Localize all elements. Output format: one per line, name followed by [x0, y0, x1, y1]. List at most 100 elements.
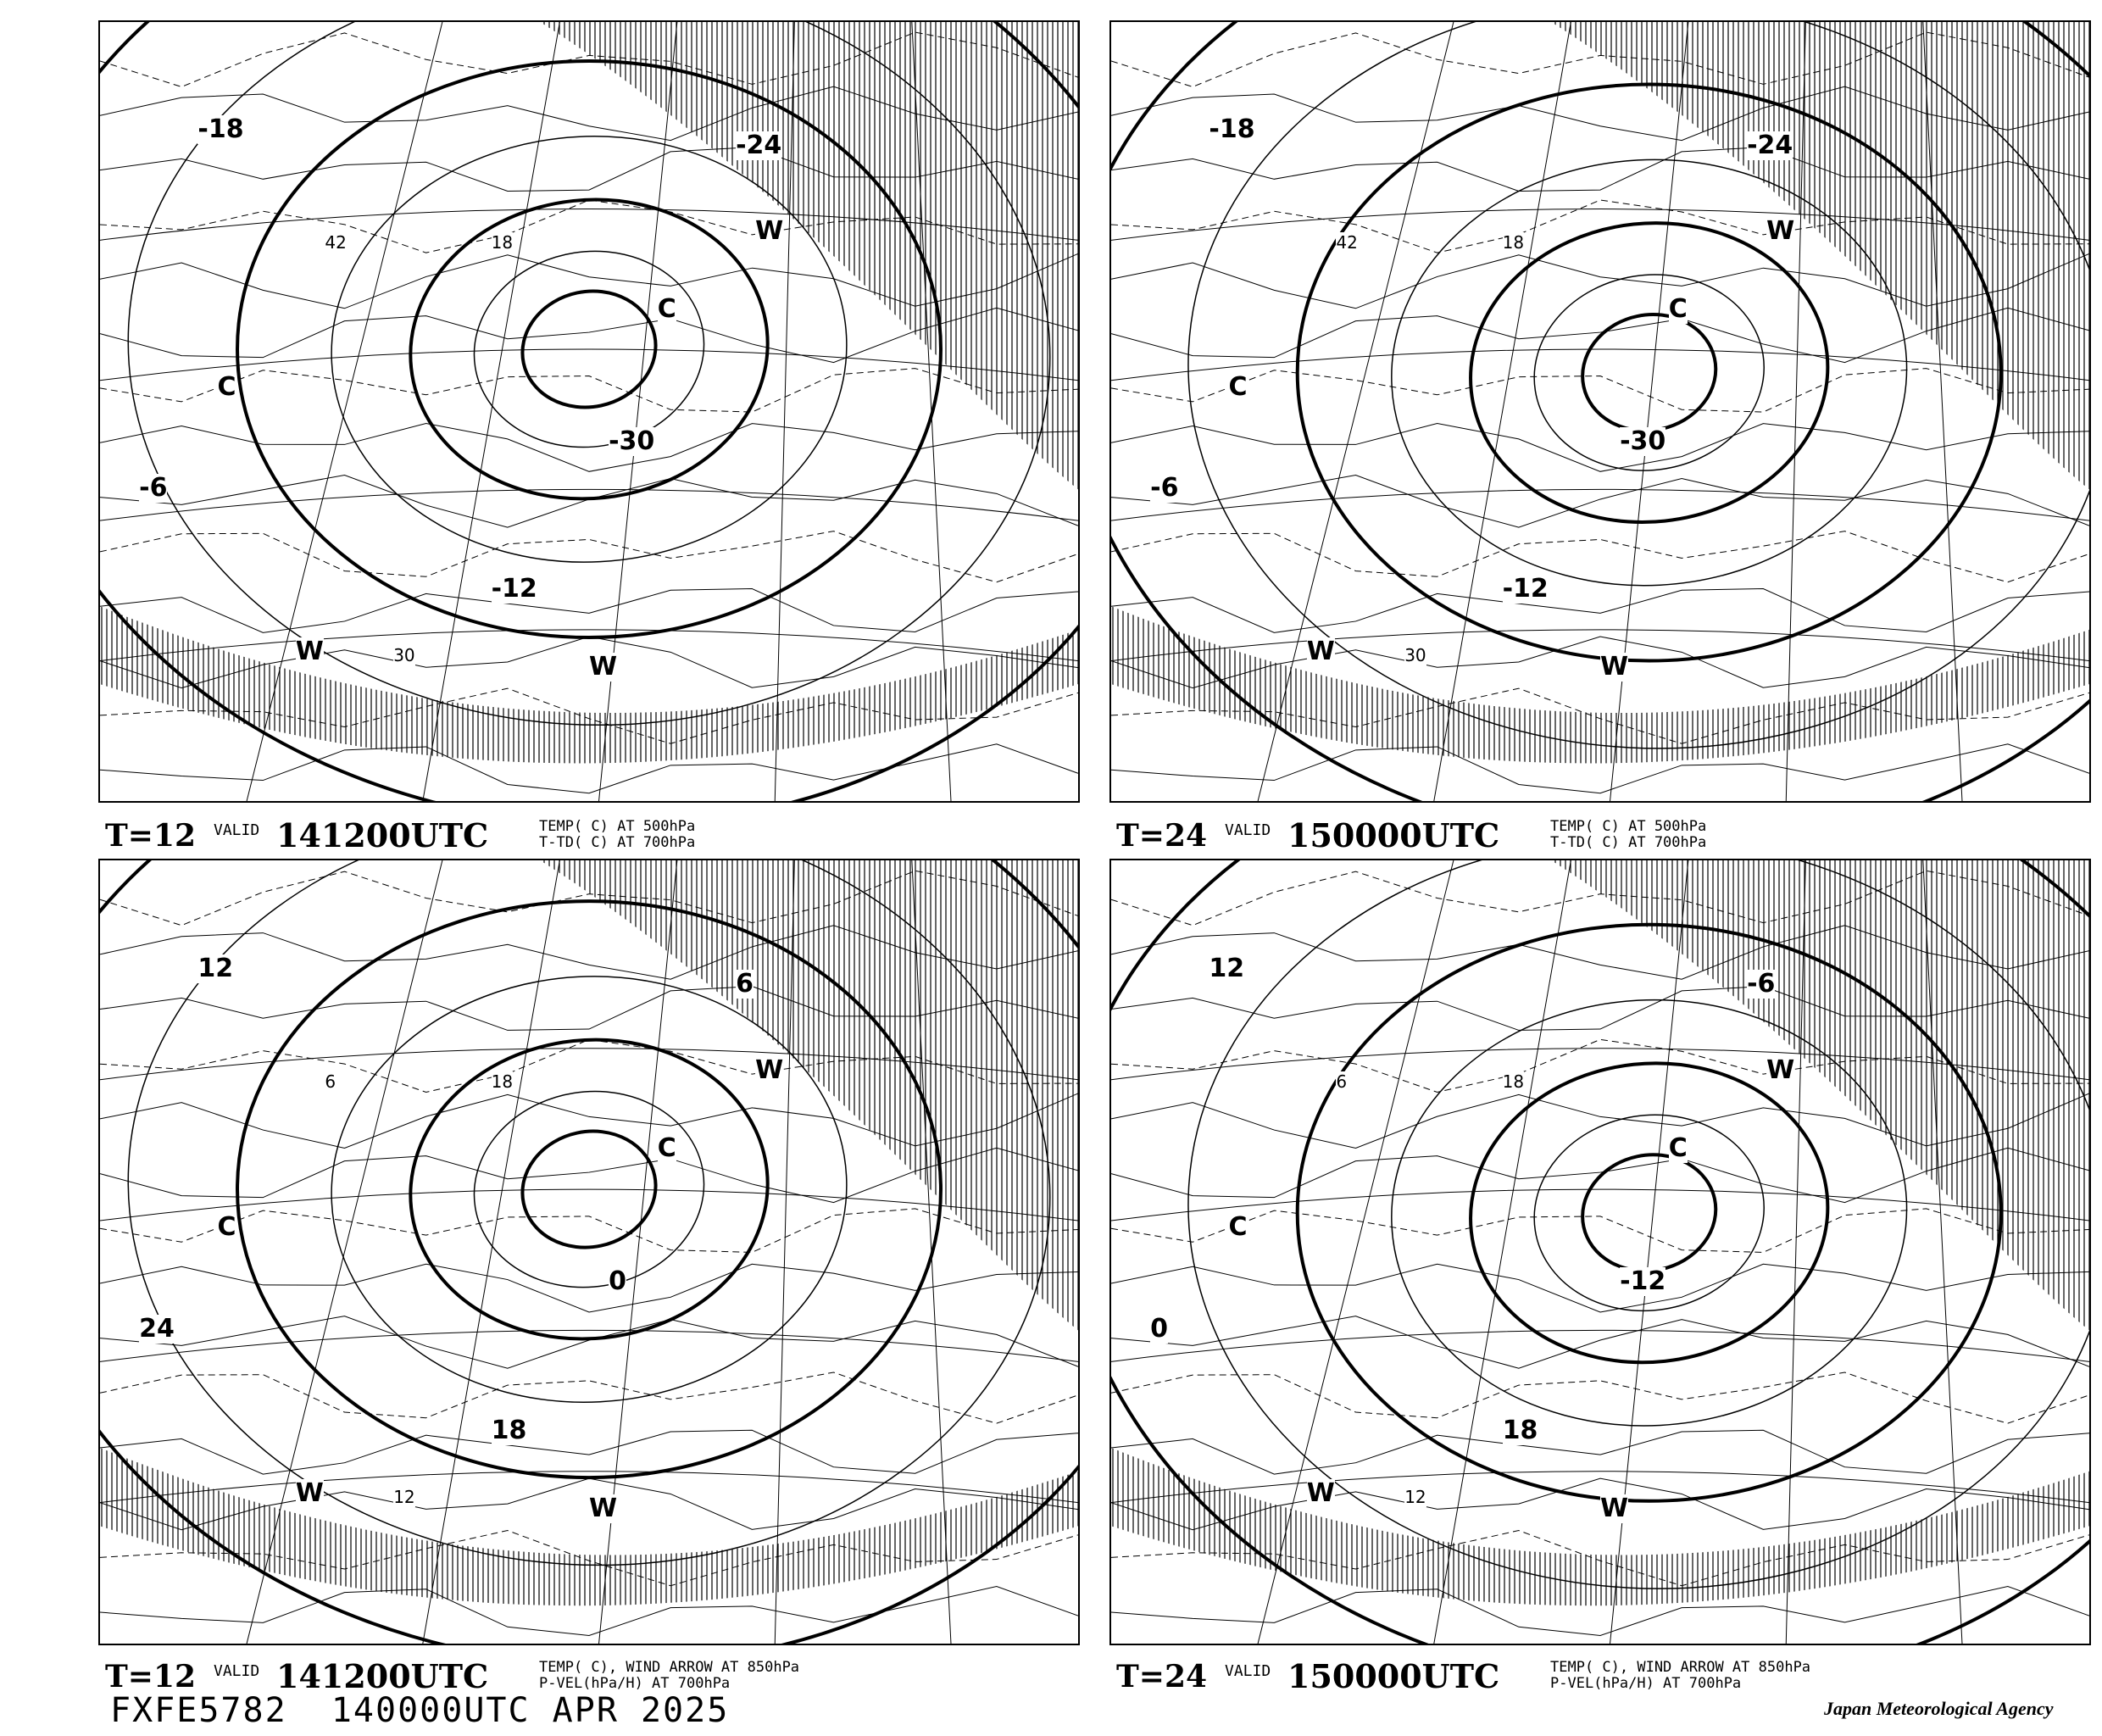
- contour-label: -12: [1502, 574, 1549, 604]
- contour-label: -6: [1747, 969, 1776, 999]
- longitude-line: [1433, 860, 1571, 1644]
- contour-label: W: [1600, 652, 1629, 682]
- hatched-area: [100, 1448, 1078, 1606]
- map-panel-4: -12 -6 12 18 0 C C W W W 18 12 6: [1109, 859, 2091, 1645]
- contour-label: W: [589, 1494, 618, 1524]
- longitude-line: [1610, 860, 1689, 1644]
- temperature-contour: [409, 198, 770, 501]
- valid-label: VALID: [214, 1662, 260, 1680]
- dewpoint-contour: [1111, 687, 2089, 744]
- valid-label: VALID: [1225, 1662, 1271, 1680]
- panel-caption: T=12 VALID 141200UTC TEMP( C), WIND ARROW A…: [98, 1660, 1076, 1694]
- contour-label: W: [755, 215, 784, 246]
- contour-label: 18: [491, 232, 514, 253]
- contour-label: -30: [1620, 426, 1666, 456]
- product-id-and-initial-time: FXFE5782 140000UTC APR 2025: [110, 1691, 729, 1730]
- temperature-contour: [1533, 274, 1765, 471]
- latitude-line: [1111, 629, 2089, 662]
- temperature-contour: [473, 1090, 705, 1288]
- contour-label: -12: [491, 574, 537, 604]
- latitude-line: [100, 1048, 1078, 1081]
- dewpoint-contour: [1111, 422, 2089, 472]
- contour-label: -24: [1747, 130, 1793, 160]
- panel-caption: T=24 VALID 150000UTC TEMP( C), WIND ARROW A…: [1109, 1660, 2088, 1694]
- temperature-contour: [127, 860, 1051, 1566]
- contour-label: W: [295, 1477, 324, 1508]
- dewpoint-contour: [100, 1372, 1078, 1424]
- contour-label: 42: [325, 232, 347, 253]
- longitude-line: [598, 860, 678, 1644]
- latitude-line: [1111, 1329, 2089, 1362]
- contour-label: 12: [1209, 953, 1245, 983]
- contour-label: W: [1306, 1477, 1335, 1508]
- longitude-line: [1433, 22, 1571, 801]
- dewpoint-contour: [1111, 1263, 2089, 1313]
- latitude-line: [100, 629, 1078, 662]
- longitude-line: [1785, 860, 1806, 1644]
- valid-time: 141200UTC: [276, 1657, 489, 1695]
- temperature-contour: [331, 136, 848, 563]
- map-panel-1: -30 -24 -18 -12 -6 C C W W W 18 30 42: [98, 20, 1080, 803]
- latitude-line: [100, 209, 1078, 241]
- contour-label: -12: [1620, 1266, 1666, 1297]
- dewpoint-contour: [1111, 253, 2089, 309]
- longitude-line: [774, 22, 795, 801]
- temperature-contour: [1469, 1061, 1830, 1365]
- dewpoint-contour: [100, 368, 1078, 413]
- longitude-line: [774, 860, 795, 1644]
- dewpoint-contour: [100, 86, 1078, 142]
- temperature-contour: [127, 22, 1051, 726]
- dewpoint-contour: [1111, 1093, 2089, 1149]
- contour-label: -6: [139, 473, 168, 504]
- longitude-line: [1785, 22, 1806, 801]
- dewpoint-contour: [100, 870, 1078, 926]
- temperature-contour: [520, 289, 658, 409]
- contour-label: 6: [1336, 1071, 1348, 1093]
- temperature-contour: [1295, 922, 2003, 1503]
- latitude-line: [100, 348, 1078, 381]
- latitude-line: [1111, 348, 2089, 381]
- valid-time: 141200UTC: [276, 816, 489, 854]
- contour-label: -18: [1209, 114, 1255, 145]
- contour-label: W: [755, 1055, 784, 1085]
- contour-label: W: [295, 637, 324, 666]
- temperature-contour: [1581, 313, 1718, 433]
- dewpoint-contour: [1111, 1429, 2089, 1475]
- dewpoint-contour: [1111, 1586, 2089, 1637]
- contour-label: C: [1228, 371, 1248, 402]
- temperature-contour: [1391, 159, 1908, 587]
- hatched-area: [1111, 606, 2089, 764]
- dewpoint-contour: [100, 636, 1078, 689]
- dewpoint-contour: [1111, 986, 2089, 1031]
- longitude-line: [1257, 860, 1454, 1644]
- contour-label: 18: [1502, 1416, 1538, 1446]
- contour-map: [1111, 22, 2089, 801]
- contour-label: W: [589, 652, 618, 682]
- dewpoint-contour: [100, 1530, 1078, 1587]
- contour-label: C: [657, 293, 676, 324]
- dewpoint-contour: [1111, 1316, 2089, 1369]
- agency-credit: Japan Meteorological Agency: [1824, 1698, 2054, 1719]
- contour-label: C: [1668, 293, 1688, 324]
- temperature-contour: [473, 250, 705, 448]
- contour-label: W: [1306, 637, 1335, 666]
- contour-label: 18: [1502, 1071, 1525, 1093]
- contour-label: 30: [393, 645, 415, 666]
- latitude-line: [1111, 1471, 2089, 1504]
- contour-label: 6: [736, 969, 753, 999]
- dewpoint-contour: [1111, 1530, 2089, 1587]
- contour-label: -30: [609, 426, 655, 456]
- dewpoint-contour: [1111, 588, 2089, 633]
- contour-label: -18: [197, 114, 244, 145]
- hatched-area: [1111, 1448, 2089, 1606]
- dewpoint-contour: [100, 1477, 1078, 1531]
- dewpoint-contour: [1111, 31, 2089, 88]
- contour-label: -6: [1150, 473, 1179, 504]
- dewpoint-contour: [100, 253, 1078, 309]
- forecast-hour: T=12: [105, 1659, 197, 1694]
- dewpoint-contour: [100, 31, 1078, 88]
- field-description: TEMP( C) AT 500hPa: [1550, 818, 1707, 835]
- forecast-hour: T=12: [105, 818, 197, 854]
- dewpoint-contour: [1111, 368, 2089, 413]
- contour-label: 12: [393, 1487, 415, 1508]
